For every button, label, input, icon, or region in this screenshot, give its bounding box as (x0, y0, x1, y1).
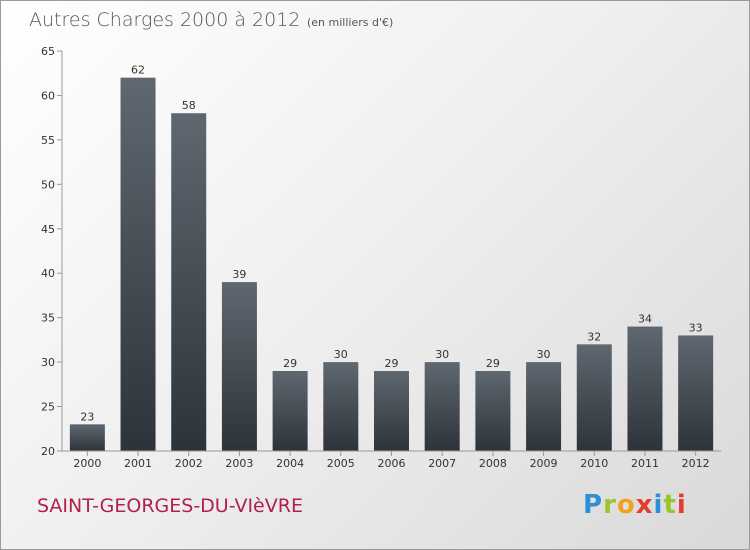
x-tick-label-2008: 2008 (479, 457, 507, 470)
x-tick-label-2010: 2010 (580, 457, 608, 470)
bar-2009 (526, 362, 562, 451)
x-tick-label-2002: 2002 (175, 457, 203, 470)
logo-letter: P (583, 490, 604, 520)
value-label-2003: 39 (232, 268, 246, 281)
bar-2005 (323, 362, 359, 451)
y-tick-label: 45 (41, 223, 55, 236)
bar-2001 (120, 77, 156, 452)
y-tick-label: 55 (41, 134, 55, 147)
logo-letter: i (676, 490, 687, 520)
x-tick-label-2007: 2007 (428, 457, 456, 470)
bar-2000 (69, 424, 105, 451)
commune-name: SAINT-GEORGES-DU-VIèVRE (37, 495, 303, 517)
x-tick-label-2009: 2009 (530, 457, 558, 470)
value-label-2011: 34 (638, 313, 652, 326)
value-label-2008: 29 (486, 357, 500, 370)
y-tick-label: 60 (41, 89, 55, 102)
chart-subtitle: (en milliers d'€) (307, 16, 393, 29)
bars-group: 23 62 58 39 29 30 29 30 29 30 32 34 33 (69, 64, 714, 452)
x-tick-label-2012: 2012 (682, 457, 710, 470)
value-label-2002: 58 (182, 99, 196, 112)
y-tick-label: 35 (41, 312, 55, 325)
bar-2010 (576, 344, 612, 451)
value-label-2007: 30 (435, 348, 449, 361)
y-tick-label: 30 (41, 356, 55, 369)
bar-2011 (627, 326, 663, 451)
value-label-2012: 33 (689, 321, 703, 334)
bar-2003 (221, 282, 257, 451)
bar-2012 (678, 335, 714, 451)
x-tick-label-2001: 2001 (124, 457, 152, 470)
logo-letter: x (635, 490, 654, 520)
bar-2007 (424, 362, 460, 451)
bar-2002 (171, 113, 207, 451)
bar-2004 (272, 371, 308, 451)
x-tick-label-2004: 2004 (276, 457, 304, 470)
chart-title: Autres Charges 2000 à 2012 (29, 9, 300, 31)
bar-2006 (374, 371, 409, 451)
y-tick-label: 65 (41, 45, 55, 58)
value-label-2004: 29 (283, 357, 297, 370)
y-axis: 20 25 30 35 40 45 50 55 60 65 (41, 45, 63, 458)
logo-letter: i (653, 490, 664, 520)
bar-2008 (475, 371, 511, 451)
logo-letter: o (616, 490, 636, 520)
x-tick-label-2005: 2005 (327, 457, 355, 470)
x-tick-label-2006: 2006 (378, 457, 406, 470)
y-tick-label: 20 (41, 445, 55, 458)
x-tick-label-2003: 2003 (225, 457, 253, 470)
value-label-2006: 29 (385, 357, 399, 370)
y-tick-label: 50 (41, 178, 55, 191)
logo-letter: r (603, 490, 617, 520)
x-axis: 2000 2001 2002 2003 2004 2005 2006 2007 2008 2009… (62, 450, 721, 470)
value-label-2000: 23 (80, 410, 94, 423)
x-tick-label-2000: 2000 (73, 457, 101, 470)
x-tick-label-2011: 2011 (631, 457, 659, 470)
y-tick-label: 40 (41, 267, 55, 280)
logo-letter: t (663, 490, 677, 520)
proxiti-logo: Proxiti (583, 490, 687, 520)
value-label-2010: 32 (587, 330, 601, 343)
y-tick-label: 25 (41, 401, 55, 414)
value-label-2009: 30 (537, 348, 551, 361)
value-label-2005: 30 (334, 348, 348, 361)
value-label-2001: 62 (131, 64, 145, 77)
